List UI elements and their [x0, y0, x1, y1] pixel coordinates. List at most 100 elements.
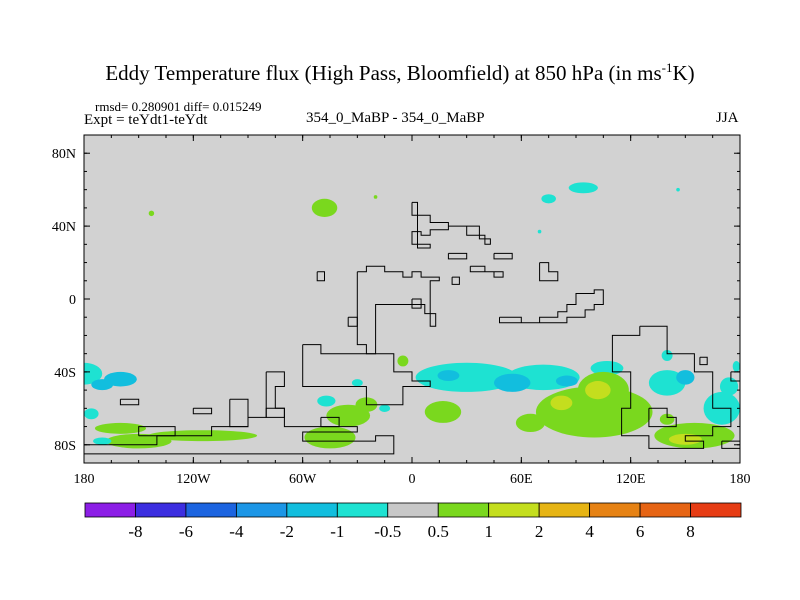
center-label: 354_0_MaBP - 354_0_MaBP	[306, 110, 485, 126]
colorbar-swatch-0	[84, 502, 136, 518]
colorbar-label: -2	[280, 522, 294, 541]
x-tick-label: 60W	[289, 472, 317, 487]
shaded-region-11	[397, 355, 409, 367]
colorbar-swatch-10	[589, 502, 641, 518]
shaded-region-8	[304, 426, 356, 449]
coastline-17	[611, 325, 732, 449]
colorbar-label: -6	[179, 522, 193, 541]
colorbar-label: -8	[128, 522, 142, 541]
shaded-region-38	[661, 350, 673, 361]
shaded-region-24	[494, 373, 531, 392]
shaded-region-42	[732, 360, 740, 372]
shaded-region-3	[84, 408, 99, 420]
colorbar-label: 1	[484, 522, 493, 541]
shaded-region-31	[550, 395, 573, 411]
coastline-3	[347, 316, 358, 327]
title-superscript: -1	[661, 60, 673, 75]
colorbar-label: 2	[535, 522, 544, 541]
colorbar-swatch-7	[437, 502, 490, 518]
season-label: JJA	[716, 110, 739, 126]
colorbar: -8 -6 -4 -2 -1 -0.5 0.5 1 2 4 6 8	[84, 502, 742, 541]
colorbar-label: 0.5	[428, 522, 449, 541]
chart-title: Eddy Temperature flux (High Pass, Bloomf…	[0, 60, 800, 86]
coastline-6	[302, 344, 431, 406]
shaded-region-12	[317, 395, 336, 407]
coastline-23	[451, 276, 460, 285]
coastline-12	[320, 416, 340, 428]
y-tick-label: 0	[69, 293, 76, 308]
x-tick-label: 120W	[176, 472, 211, 487]
shaded-region-35	[676, 370, 695, 385]
shaded-region-25	[555, 375, 578, 387]
colorbar-swatch-5	[336, 502, 389, 518]
shaded-region-30	[585, 381, 611, 400]
coastline-0	[411, 201, 491, 249]
coastline-10	[138, 426, 176, 437]
shaded-region-33	[515, 413, 546, 433]
shaded-region-37	[719, 377, 739, 396]
shaded-region-19	[568, 182, 598, 194]
colorbar-swatch-12	[690, 502, 742, 518]
shaded-region-21	[537, 229, 542, 234]
shaded-region-20	[676, 187, 680, 192]
title-main: Eddy Temperature flux (High Pass, Bloomf…	[105, 61, 662, 85]
shaded-region-13	[351, 379, 363, 387]
shaded-region-17	[373, 195, 378, 199]
x-tick-label: 120E	[616, 472, 646, 487]
axis-ticks: 180 120W 60W 0 60E 120E 180 80N 40N 0 40S 80S	[52, 135, 751, 487]
coastline-5	[499, 289, 604, 324]
y-tick-label: 80N	[52, 147, 76, 162]
colorbar-swatch-6	[387, 502, 439, 518]
coastline-15	[493, 252, 513, 260]
y-tick-label: 40S	[54, 366, 76, 381]
coastline-18	[648, 407, 677, 428]
colorbar-label: 8	[686, 522, 695, 541]
shaded-region-14	[379, 404, 391, 412]
colorbar-swatch-9	[538, 502, 591, 518]
colorbar-label: -4	[229, 522, 244, 541]
y-tick-label: 40N	[52, 220, 76, 235]
colorbar-swatch-11	[639, 502, 691, 518]
shaded-region-18	[541, 194, 556, 204]
coastline-13	[447, 252, 468, 260]
title-end: K)	[672, 61, 695, 85]
coastline-22	[316, 271, 325, 282]
colorbar-label: -0.5	[374, 522, 401, 541]
shaded-region-0	[84, 362, 103, 385]
coastline-9	[84, 407, 395, 455]
coastline-14	[192, 407, 213, 415]
colorbar-label: -1	[330, 522, 344, 541]
x-tick-label: 180	[74, 472, 95, 487]
colorbar-swatch-3	[235, 502, 288, 518]
shaded-region-4	[94, 422, 146, 434]
coastline-16	[539, 262, 559, 282]
x-tick-label: 60E	[510, 472, 533, 487]
shaded-region-9	[326, 404, 371, 427]
coastline-4	[469, 265, 504, 278]
coastline-11	[119, 398, 140, 406]
y-tick-label: 80S	[54, 439, 76, 454]
shaded-region-15	[311, 198, 338, 217]
coastline-20	[721, 440, 740, 449]
coastline-19	[699, 356, 708, 366]
shaded-region-16	[148, 210, 155, 217]
x-tick-label: 0	[409, 472, 416, 487]
expt-label: Expt = teYdt1-teYdt	[84, 112, 208, 128]
coastlines	[84, 201, 740, 455]
colorbar-swatch-1	[135, 502, 187, 518]
colorbar-label: 4	[585, 522, 594, 541]
shaded-region-7	[93, 437, 112, 445]
colorbar-swatch-4	[286, 502, 338, 518]
colorbar-swatch-2	[185, 502, 237, 518]
coastline-2	[411, 298, 422, 309]
shaded-region-34	[648, 370, 686, 396]
shaded-region-32	[424, 401, 462, 423]
shaded-region-26	[437, 370, 460, 381]
colorbar-label: 6	[636, 522, 645, 541]
shaded-region-41	[659, 413, 675, 425]
stats-label: rmsd= 0.280901 diff= 0.015249	[95, 99, 262, 114]
x-tick-label: 180	[730, 472, 751, 487]
colorbar-swatch-8	[488, 502, 540, 518]
shaded-region-22	[415, 362, 518, 392]
